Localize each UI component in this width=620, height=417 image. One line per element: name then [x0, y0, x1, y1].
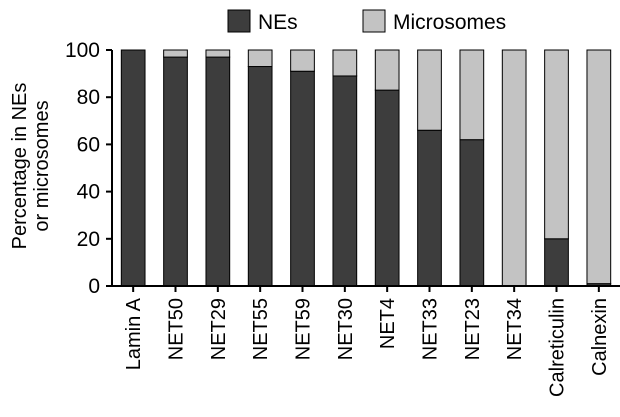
x-tick-label-net34: NET34: [504, 298, 526, 360]
bar-net30-microsomes: [332, 49, 358, 77]
legend: NEs Microsomes: [227, 9, 506, 34]
bar-net33-nes: [417, 129, 442, 287]
bar-net29-microsomes: [205, 49, 231, 58]
bar-calreticulin-microsomes: [544, 49, 569, 240]
legend-swatch-nes: [227, 9, 251, 33]
x-tick-label-calnexin: Calnexin: [589, 298, 611, 376]
x-tick-label-net29: NET29: [208, 298, 230, 360]
y-tick-label-20: 20: [77, 228, 100, 251]
bar-net50-microsomes: [163, 49, 188, 58]
legend-label-nes: NEs: [258, 11, 298, 34]
x-tick-label-net55: NET55: [250, 298, 272, 360]
y-axis-title-line2: or microsomes: [31, 100, 53, 231]
bar-net59-microsomes: [290, 49, 315, 72]
bar-net4-microsomes: [374, 49, 400, 91]
bar-calreticulin-nes: [544, 238, 569, 287]
bar-net23-nes: [459, 139, 485, 287]
y-tick-label-80: 80: [77, 86, 100, 109]
bar-net30-nes: [332, 75, 358, 287]
bar-net23-microsomes: [459, 49, 485, 141]
legend-label-microsomes: Microsomes: [393, 11, 506, 34]
y-tick-label-60: 60: [77, 133, 100, 156]
bar-net59-nes: [290, 70, 315, 287]
bar-net55-microsomes: [247, 49, 273, 68]
y-tick-label-40: 40: [77, 181, 100, 204]
bars: [120, 49, 612, 287]
bar-net29-nes: [205, 56, 231, 287]
bar-net4-nes: [374, 89, 400, 287]
x-tick-label-net4: NET4: [377, 298, 399, 349]
bar-net50-nes: [163, 56, 188, 287]
x-tick-label-net59: NET59: [293, 298, 315, 360]
x-tick-label-net33: NET33: [420, 298, 442, 360]
bar-calnexin-microsomes: [586, 49, 612, 285]
bar-lamin-a-nes: [120, 49, 146, 287]
y-axis-title: Percentage in NEs or microsomes: [9, 83, 53, 250]
x-tick-label-net23: NET23: [462, 298, 484, 360]
bar-net34-microsomes: [501, 49, 527, 287]
bar-net55-nes: [247, 66, 273, 287]
bar-net33-microsomes: [417, 49, 442, 131]
x-tick-label-calreticulin: Calreticulin: [547, 298, 569, 397]
x-tick-label-net30: NET30: [335, 298, 357, 360]
y-axis-title-line1: Percentage in NEs: [9, 83, 31, 250]
y-tick-label-0: 0: [88, 275, 100, 298]
legend-swatch-microsomes: [362, 9, 386, 33]
x-tick-label-net50: NET50: [166, 298, 188, 360]
y-tick-label-100: 100: [65, 39, 100, 62]
y-axis: 0 20 40 60 80 100: [65, 39, 113, 298]
x-axis: Lamin A NET50 NET29 NET55 NET59 NET30 NET4 NET3…: [112, 285, 620, 397]
x-tick-label-lamin-a: Lamin A: [123, 297, 145, 370]
